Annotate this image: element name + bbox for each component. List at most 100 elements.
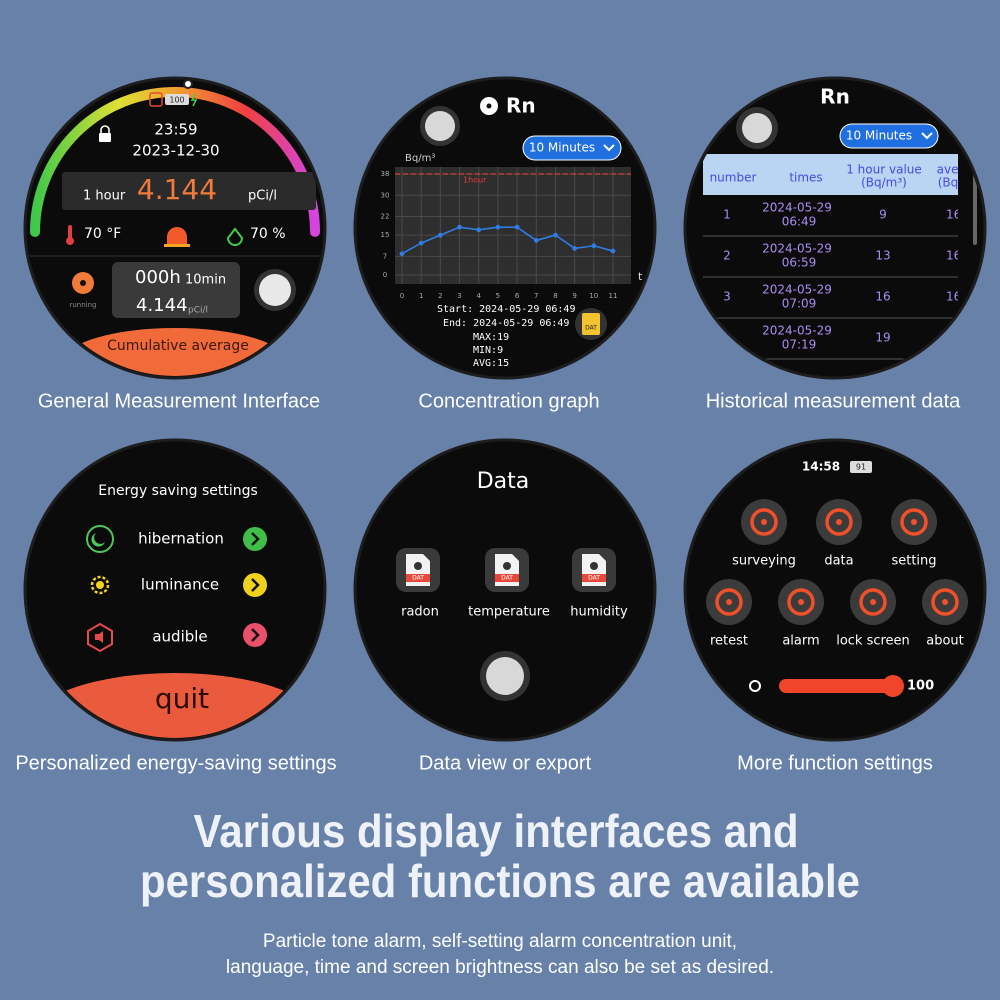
charging-icon <box>190 93 198 107</box>
data-point <box>418 240 424 246</box>
energy-title: Energy saving settings <box>98 483 258 499</box>
reading-unit: pCi/l <box>248 189 277 204</box>
menu-item: luminance <box>141 576 219 594</box>
function-dot <box>726 599 732 605</box>
dropdown-chevron <box>603 144 615 152</box>
row-average: 16 <box>946 249 961 263</box>
dropdown-chevron <box>921 132 933 140</box>
data-item: temperature <box>468 605 550 620</box>
dropdown <box>839 123 939 149</box>
row-number: 2 <box>723 249 731 263</box>
file-icon-label: DAT <box>588 575 600 582</box>
file-icon-label: DAT <box>501 575 513 582</box>
row-date: 2024-05-29 <box>762 242 832 256</box>
average-band <box>63 328 287 376</box>
arrow-button <box>243 573 267 597</box>
table-header-cell: (Bq/ <box>938 176 964 190</box>
menu-item: audible <box>152 628 207 646</box>
quit-button: quit <box>155 682 209 715</box>
stat-start: Start: 2024-05-29 06:49 <box>437 304 575 315</box>
slider-knob <box>882 675 904 697</box>
reading-period: 1 hour <box>83 189 126 204</box>
row-average: 16 <box>946 290 961 304</box>
data-point <box>495 224 501 230</box>
function-dot <box>870 599 876 605</box>
subtext: Particle tone alarm, self-setting alarm … <box>263 931 737 952</box>
function-glyph <box>900 508 928 536</box>
thermometer-bulb <box>66 237 74 245</box>
caption: Personalized energy-saving settings <box>15 752 336 774</box>
row-value: 16 <box>875 290 890 304</box>
file-symbol <box>503 562 511 570</box>
table-header-cell: number <box>710 171 757 185</box>
history-title: Rn <box>820 85 850 109</box>
data-item: radon <box>401 605 439 620</box>
button <box>425 111 455 141</box>
function-dot <box>836 519 842 525</box>
data-point <box>437 232 443 238</box>
function-label: surveying <box>732 554 796 569</box>
row-number: 1 <box>723 208 731 222</box>
screen-data: Data DAT radon DAT temperature DAT humidity <box>396 469 628 701</box>
function-dot <box>911 519 917 525</box>
elapsed-hours: 000h <box>135 267 181 288</box>
stats: Start: 2024-05-29 06:49 End: 2024-05-29 … <box>437 304 575 369</box>
stat-max: MAX:19 <box>473 332 509 343</box>
data-point <box>514 224 520 230</box>
function-dot <box>798 599 804 605</box>
x-tick-label: 5 <box>496 292 500 300</box>
x-tick-label: 11 <box>609 292 618 300</box>
x-tick-label: 2 <box>438 292 442 300</box>
sun <box>96 581 104 589</box>
row-value: 13 <box>875 249 890 263</box>
row-date: 2024-05-29 <box>762 283 832 297</box>
function-label: about <box>926 634 964 649</box>
x-tick-label: 1 <box>419 292 423 300</box>
average-button-label: Cumulative average <box>107 338 249 354</box>
data-point <box>553 232 558 238</box>
x-tick-label: 0 <box>400 292 404 300</box>
y-tick-label: 7 <box>383 252 387 260</box>
y-tick-label: 22 <box>381 213 390 221</box>
file-icon <box>582 313 600 335</box>
button <box>259 274 291 306</box>
caption: General Measurement Interface <box>38 390 320 412</box>
battery-level: 91 <box>856 463 866 472</box>
data-point <box>572 246 578 251</box>
function-label: retest <box>710 634 748 649</box>
screen-general: 100 23:59 2023-12-30 1 hour 4.144 pCi/l … <box>27 80 323 376</box>
data-point <box>610 248 616 254</box>
x-tick-label: 6 <box>515 292 520 300</box>
data-point <box>399 251 405 257</box>
button <box>742 113 772 143</box>
stat-avg: AVG:15 <box>473 358 509 369</box>
lock-shackle <box>100 125 110 133</box>
row-time: 07:09 <box>782 297 817 311</box>
radiation-center <box>80 280 86 286</box>
table-header-cell: times <box>789 171 822 185</box>
function-glyph <box>715 588 743 616</box>
y-tick-label: 38 <box>381 170 390 178</box>
y-tick-label: 15 <box>381 231 390 239</box>
data-point <box>457 224 462 230</box>
table-header <box>703 154 958 195</box>
screen-graph: Rn 10 Minutes Bq/m³ t Start: 2024-05-29 … <box>381 94 643 370</box>
row-average: 16 <box>946 208 961 222</box>
moon <box>91 533 105 547</box>
x-tick-label: 9 <box>572 292 576 300</box>
file-symbol <box>590 562 598 570</box>
function-label: setting <box>891 554 936 569</box>
row-time: 07:19 <box>782 338 817 352</box>
dropdown <box>522 135 622 161</box>
caption: Data view or export <box>419 752 592 774</box>
dropdown-label: 10 Minutes <box>846 129 912 143</box>
x-axis-label: t <box>638 270 643 283</box>
radiation-center <box>486 103 492 109</box>
table-header-cell: 1 hour value <box>846 163 922 177</box>
reading-value: 4.144 <box>137 173 217 206</box>
battery-level: 100 <box>169 96 184 105</box>
screen-energy: Energy saving settings hibernation lumin… <box>30 483 320 738</box>
file-icon-label: DAT <box>585 325 597 332</box>
lock-icon <box>99 133 111 142</box>
